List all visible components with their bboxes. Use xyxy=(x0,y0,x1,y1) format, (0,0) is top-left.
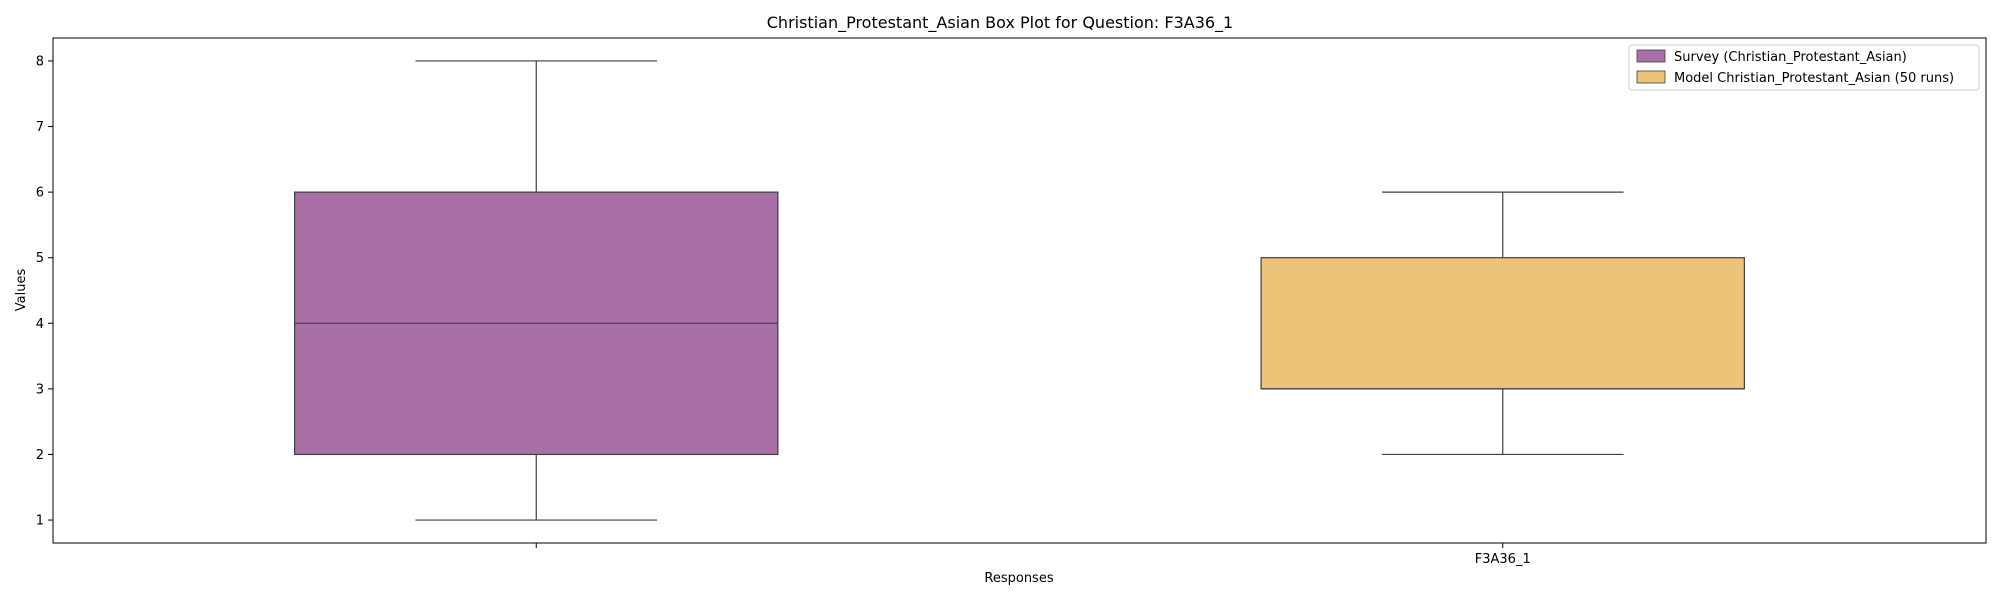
box-group xyxy=(294,60,779,521)
legend: Survey (Christian_Protestant_Asian) Mode… xyxy=(1628,44,1980,91)
y-axis-label: Values xyxy=(14,269,29,312)
x-tick-label: F3A36_1 xyxy=(1475,552,1531,567)
legend-swatch-model xyxy=(1636,70,1666,84)
y-tick-label: 3 xyxy=(36,382,44,397)
y-tick-label: 5 xyxy=(36,251,44,266)
y-tick-label: 7 xyxy=(36,120,44,135)
plot-area-frame xyxy=(52,37,1987,544)
legend-label-survey: Survey (Christian_Protestant_Asian) xyxy=(1674,50,1907,65)
legend-frame xyxy=(1628,44,1980,91)
y-tick-label: 4 xyxy=(36,317,44,332)
box-group xyxy=(1260,191,1745,456)
box-iqr xyxy=(1260,257,1745,390)
y-tick-label: 2 xyxy=(36,448,44,463)
chart-title: Christian_Protestant_Asian Box Plot for … xyxy=(767,13,1233,33)
y-tick-label: 8 xyxy=(36,54,44,69)
y-tick-label: 6 xyxy=(36,186,44,201)
x-axis: F3A36_1 xyxy=(535,543,1531,567)
legend-label-model: Model Christian_Protestant_Asian (50 run… xyxy=(1674,71,1954,86)
boxes-layer xyxy=(294,60,1745,521)
y-tick-label: 1 xyxy=(36,514,44,529)
y-axis: 1 2 3 4 5 6 7 8 xyxy=(36,54,53,529)
x-axis-label: Responses xyxy=(984,571,1053,586)
legend-swatch-survey xyxy=(1636,49,1666,63)
